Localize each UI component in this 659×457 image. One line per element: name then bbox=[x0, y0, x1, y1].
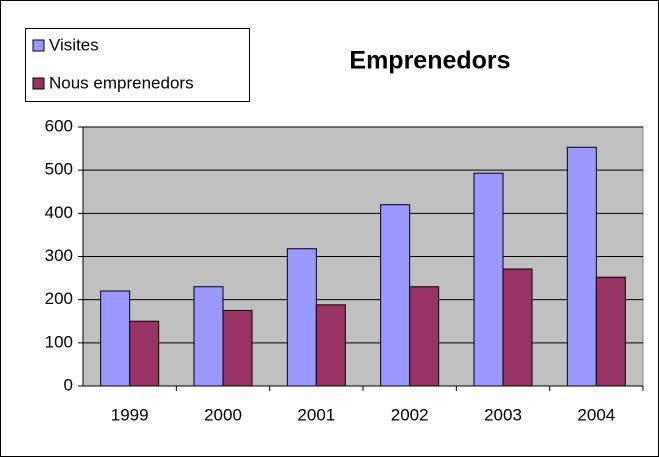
bar bbox=[409, 286, 440, 387]
bar bbox=[129, 320, 160, 387]
bar bbox=[502, 268, 533, 387]
legend-box bbox=[25, 28, 250, 102]
y-tick-label: 500 bbox=[45, 160, 73, 179]
x-tick-label: 2000 bbox=[204, 405, 242, 424]
chart-title: Emprenedors bbox=[349, 47, 510, 75]
legend-swatch bbox=[32, 39, 45, 52]
legend-label: Visites bbox=[49, 35, 99, 54]
y-tick-label: 600 bbox=[45, 116, 73, 135]
bar bbox=[566, 146, 597, 387]
bar bbox=[193, 286, 224, 387]
bar bbox=[286, 248, 317, 387]
y-tick-label: 200 bbox=[45, 289, 73, 308]
x-tick-label: 2002 bbox=[391, 405, 429, 424]
bar bbox=[380, 204, 411, 387]
y-tick-label: 400 bbox=[45, 203, 73, 222]
x-tick-label: 2003 bbox=[484, 405, 522, 424]
y-tick-label: 100 bbox=[45, 332, 73, 351]
bar bbox=[222, 309, 253, 387]
x-tick-label: 1999 bbox=[111, 405, 149, 424]
legend-swatch bbox=[32, 77, 45, 90]
legend-label: Nous emprenedors bbox=[49, 73, 194, 92]
bar bbox=[473, 172, 504, 387]
bar bbox=[595, 276, 626, 387]
x-tick-label: 2004 bbox=[577, 405, 615, 424]
bar bbox=[315, 304, 346, 387]
y-tick-label: 300 bbox=[45, 246, 73, 265]
x-tick-label: 2001 bbox=[297, 405, 335, 424]
y-tick-label: 0 bbox=[64, 375, 73, 394]
bar bbox=[100, 290, 131, 387]
